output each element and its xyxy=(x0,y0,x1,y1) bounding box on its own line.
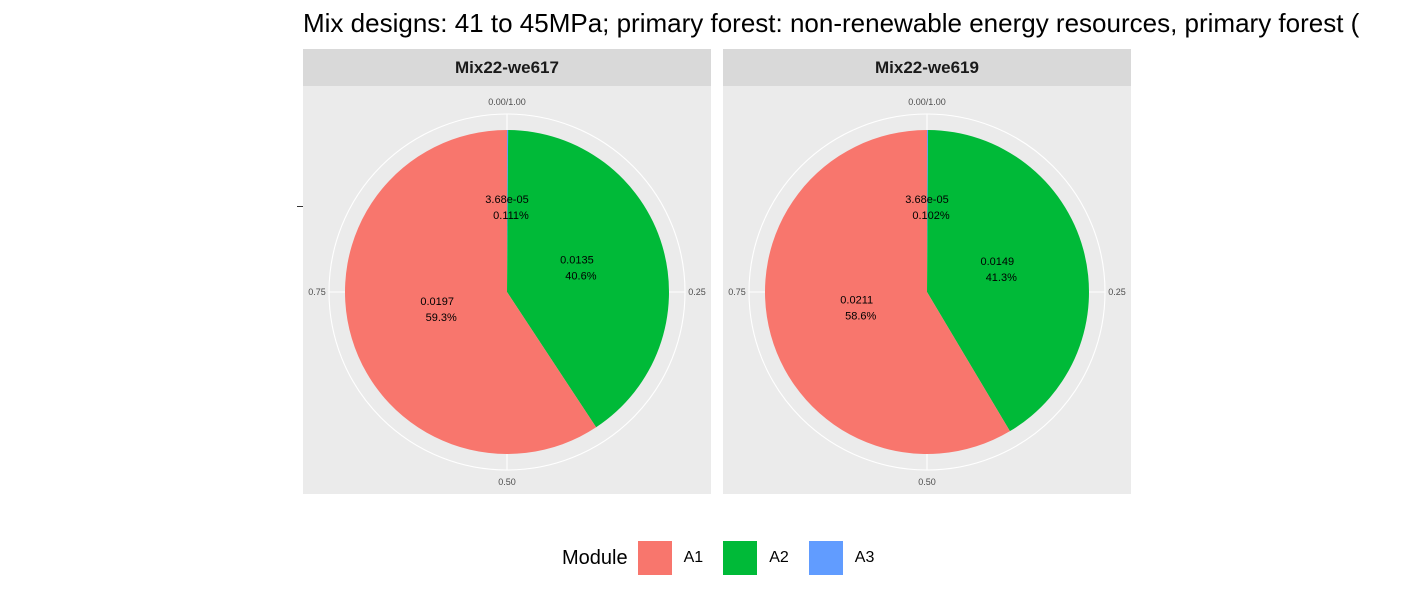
slice-percent-label: 58.6% xyxy=(845,310,876,322)
pie-slice-a2 xyxy=(927,130,1090,432)
legend-label: A1 xyxy=(683,549,704,566)
pie-panel: 0.00/1.00 0.25 0.50 0.75 0.0211 58.6% 0.0149 41… xyxy=(723,86,1131,494)
slice-value-label: 0.0211 xyxy=(840,294,873,306)
legend-title: Module xyxy=(562,546,628,569)
slice-percent-label: 0.102% xyxy=(912,210,950,222)
slice-value-label: 0.0135 xyxy=(560,254,594,266)
legend-key xyxy=(637,541,672,575)
theta-tick-label: 0.25 xyxy=(1108,287,1126,297)
slice-value-label: 3.68e-05 xyxy=(905,194,948,206)
theta-tick-label: 0.75 xyxy=(308,287,326,297)
circular-gridline xyxy=(328,113,686,471)
legend-key xyxy=(723,541,758,575)
theta-tick-label: 0.50 xyxy=(498,477,516,487)
slice-percent-label: 0.111% xyxy=(493,210,529,222)
facet-strip-label: Mix22-we617 xyxy=(303,49,711,86)
legend-key xyxy=(808,541,843,575)
pie-slice-a2 xyxy=(507,130,670,428)
legend-label: A2 xyxy=(769,549,789,566)
slice-percent-label: 41.3% xyxy=(986,272,1017,284)
facet-strip-label: Mix22-we619 xyxy=(723,49,1131,86)
slice-value-label: 0.0197 xyxy=(420,296,454,308)
circular-gridline xyxy=(748,113,1106,471)
pie-chart: 0.00/1.00 0.25 0.50 0.75 0.0197 59.3% 0.0135 40… xyxy=(303,86,711,494)
facet-panel-1: Mix22-we617 0.00/1.00 0.25 0.50 0.75 0.0197 5… xyxy=(303,49,711,494)
legend-item-a3: A3 xyxy=(808,541,881,575)
pie-panel: 0.00/1.00 0.25 0.50 0.75 0.0197 59.3% 0.0135 40… xyxy=(303,86,711,494)
legend-item-a1: A1 xyxy=(637,541,710,575)
pie-slice-a1 xyxy=(764,130,1010,454)
theta-tick-label: 0.00/1.00 xyxy=(488,97,526,107)
legend-item-a2: A2 xyxy=(723,541,795,575)
legend: Module A1 A2 A3 xyxy=(562,540,894,576)
theta-tick-label: 0.50 xyxy=(918,477,936,487)
theta-tick-label: 0.25 xyxy=(688,287,706,297)
legend-label: A3 xyxy=(854,549,875,566)
pie-chart: 0.00/1.00 0.25 0.50 0.75 0.0211 58.6% 0.0149 41… xyxy=(723,86,1131,494)
chart-title: Mix designs: 41 to 45MPa; primary forest… xyxy=(303,8,1360,38)
slice-percent-label: 59.3% xyxy=(426,312,457,324)
slice-percent-label: 40.6% xyxy=(565,270,596,282)
theta-tick-label: 0.00/1.00 xyxy=(908,97,946,107)
slice-value-label: 3.68e-05 xyxy=(485,194,528,206)
facet-panel-2: Mix22-we619 0.00/1.00 0.25 0.50 0.75 0.0211 5… xyxy=(723,49,1131,494)
slice-value-label: 0.0149 xyxy=(980,256,1014,268)
pie-slice-a1 xyxy=(345,130,597,455)
axis-tick-mark xyxy=(297,206,303,207)
theta-tick-label: 0.75 xyxy=(728,287,746,297)
